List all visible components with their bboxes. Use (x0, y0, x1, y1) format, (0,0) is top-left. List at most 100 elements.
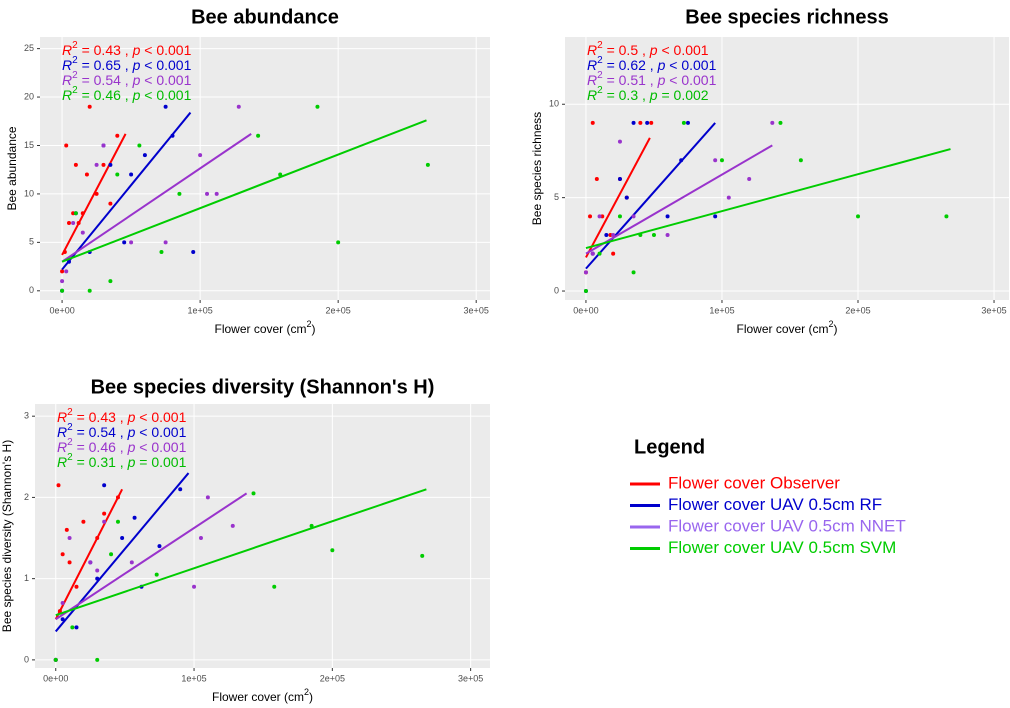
r-symbol: R (62, 72, 72, 88)
annotation: R2 = 0.62 , p < 0.001 (587, 55, 717, 73)
equation: = 0.5 , (603, 42, 650, 58)
p-symbol: p (649, 42, 658, 58)
r-symbol: R (62, 42, 72, 58)
x-tick-label: 0e+00 (49, 305, 74, 315)
plot-panel (40, 37, 490, 300)
data-point (611, 232, 616, 237)
data-point (95, 657, 100, 662)
condition: < 0.001 (140, 57, 191, 73)
data-point (590, 120, 595, 125)
data-point (60, 601, 65, 606)
r-symbol: R (57, 439, 67, 455)
superscript: 2 (597, 85, 603, 96)
condition: < 0.001 (135, 439, 186, 455)
data-point (56, 483, 61, 488)
annotation: R2 = 0.65 , p < 0.001 (62, 55, 192, 73)
data-point (631, 270, 636, 275)
data-point (101, 143, 106, 148)
x-tick-label: 3e+05 (464, 305, 489, 315)
y-tick-label: 10 (24, 188, 34, 198)
y-tick-label: 5 (29, 237, 34, 247)
data-point (64, 269, 69, 274)
fit-line (61, 133, 127, 256)
x-tick-label: 2e+05 (845, 305, 870, 315)
data-point (617, 139, 622, 144)
x-axis-title-text: Flower cover (cm (214, 322, 306, 336)
data-point (597, 214, 602, 219)
data-point (611, 251, 616, 256)
y-tick-label: 20 (24, 91, 34, 101)
annotation: R2 = 0.54 , p < 0.001 (62, 70, 192, 88)
data-point (122, 240, 127, 245)
p-symbol: p (132, 42, 141, 58)
p-symbol: p (127, 454, 136, 470)
data-point (631, 214, 636, 219)
superscript: 2 (72, 55, 78, 66)
data-point (944, 214, 949, 219)
superscript: 2 (307, 319, 312, 329)
y-axis-title: Bee species richness (530, 112, 544, 225)
data-point (178, 487, 183, 492)
r-symbol: R (62, 57, 72, 73)
y-tick-label: 0 (29, 285, 34, 295)
p-symbol: p (127, 424, 136, 440)
data-point (798, 158, 803, 163)
x-axis-title: Flower cover (cm2) (736, 319, 837, 336)
data-point (64, 143, 69, 148)
fit-line (55, 488, 427, 617)
data-point (597, 251, 602, 256)
condition: = 0.002 (658, 87, 709, 103)
y-axis-title: Bee abundance (5, 126, 19, 210)
x-tick-label: 2e+05 (320, 673, 345, 683)
fit-line (54, 488, 124, 620)
data-point (713, 158, 718, 163)
data-point (198, 153, 203, 158)
y-tick-label: 5 (554, 192, 559, 202)
annotation: R2 = 0.43 , p < 0.001 (62, 40, 192, 58)
data-point (163, 104, 168, 109)
data-point (129, 172, 134, 177)
y-axis-title: Bee species diversity (Shannon's H) (0, 440, 14, 632)
condition: < 0.001 (665, 57, 716, 73)
data-point (665, 214, 670, 219)
data-point (278, 172, 283, 177)
x-tick-label: 2e+05 (326, 305, 351, 315)
data-point (617, 176, 622, 181)
annotation: R2 = 0.46 , p < 0.001 (57, 437, 187, 455)
data-point (617, 214, 622, 219)
data-point (420, 553, 425, 558)
data-point (66, 220, 71, 225)
data-point (53, 657, 58, 662)
data-point (205, 191, 210, 196)
data-point (649, 120, 654, 125)
fit-line (55, 492, 248, 621)
data-point (177, 191, 182, 196)
data-point (191, 250, 196, 255)
data-point (192, 584, 197, 589)
fit-line (585, 137, 651, 258)
r-symbol: R (587, 57, 597, 73)
equation: = 0.43 , (78, 42, 133, 58)
data-point (108, 279, 113, 284)
data-point (594, 176, 599, 181)
data-point (713, 214, 718, 219)
data-point (631, 120, 636, 125)
data-point (665, 232, 670, 237)
data-point (778, 120, 783, 125)
equation: = 0.3 , (603, 87, 650, 103)
annotation: R2 = 0.46 , p < 0.001 (62, 85, 192, 103)
data-point (120, 536, 125, 541)
data-point (719, 158, 724, 163)
data-point (157, 544, 162, 549)
data-point (115, 519, 120, 524)
superscript: 2 (597, 70, 603, 81)
data-point (64, 527, 69, 532)
data-point (256, 133, 261, 138)
x-axis-title-text: Flower cover (cm (736, 322, 828, 336)
data-point (236, 104, 241, 109)
data-point (685, 120, 690, 125)
annotation: R2 = 0.54 , p < 0.001 (57, 422, 187, 440)
data-point (770, 120, 775, 125)
superscript: 2 (67, 452, 73, 463)
chart-title: Bee species diversity (Shannon's H) (91, 376, 435, 398)
